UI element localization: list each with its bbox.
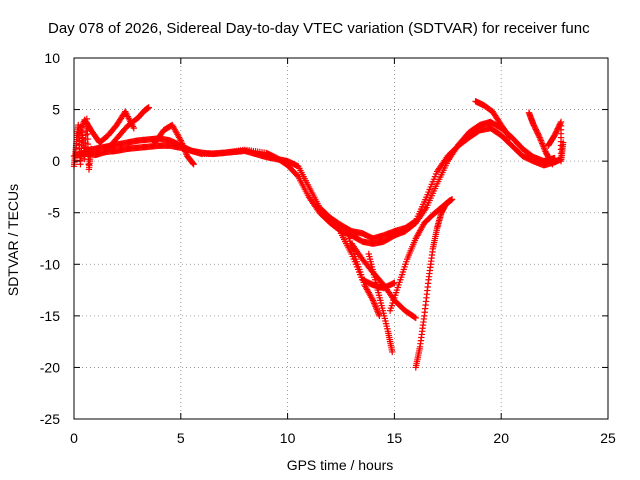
data-point (505, 132, 513, 140)
x-tick-label: 10 (280, 430, 296, 446)
data-point (551, 154, 558, 162)
data-point (549, 161, 556, 168)
series-arc-deepest (412, 196, 456, 371)
grid-lines (74, 58, 608, 419)
y-tick-label: -25 (40, 411, 60, 427)
y-tick-label: -10 (40, 256, 60, 272)
series-arc-evening-peak (472, 98, 513, 141)
data-point (548, 159, 556, 167)
series-arc-early-peak (102, 104, 152, 155)
data-point (189, 160, 197, 167)
y-tick-label: 5 (52, 102, 60, 118)
data-point (535, 132, 543, 140)
data-point (559, 139, 567, 146)
series-arc-mid-bump (151, 121, 197, 168)
series-arc-late-rise (525, 109, 556, 168)
chart-title: Day 078 of 2026, Sidereal Day-to-day VTE… (48, 20, 590, 37)
x-tick-label: 20 (493, 430, 509, 446)
data-point (389, 348, 396, 356)
data-point (411, 313, 418, 321)
y-tick-label: -5 (48, 205, 61, 221)
data-point (130, 124, 138, 132)
y-tick-label: 10 (44, 50, 60, 66)
x-tick-label: 0 (70, 430, 78, 446)
data-point (448, 196, 456, 203)
data-point (506, 134, 513, 141)
series-arc-start-spread (70, 115, 95, 173)
data-point (145, 104, 152, 111)
x-tick-label: 25 (600, 430, 616, 446)
data-point (190, 161, 197, 168)
x-tick-label: 5 (177, 430, 185, 446)
axis-ticks: 0 5 10 15 20 25 -25 -20 -15 -10 -5 0 5 10 (40, 50, 616, 446)
series-arc-main-b (81, 118, 558, 247)
series-arc-end-spread (544, 118, 567, 165)
x-axis-label: GPS time / hours (287, 457, 394, 473)
data-points (70, 98, 567, 371)
x-tick-label: 15 (387, 430, 403, 446)
plot-frame (73, 57, 609, 420)
data-point (87, 145, 95, 152)
y-axis-label: SDTVAR / TECUs (5, 184, 21, 296)
data-point (412, 314, 419, 322)
y-tick-label: -15 (40, 308, 60, 324)
y-tick-label: -20 (40, 359, 60, 375)
series-arc-low-side (348, 240, 419, 322)
y-tick-label: 0 (52, 153, 60, 169)
